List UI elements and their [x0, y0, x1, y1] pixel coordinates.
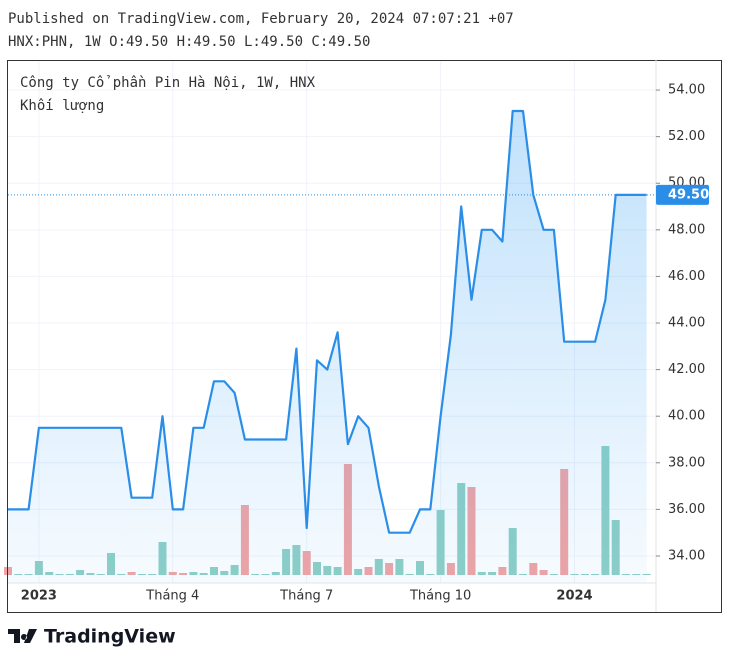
legend-volume: Khối lượng [20, 98, 104, 114]
y-tick-label: 40.00 [668, 409, 705, 424]
ohlc-text: HNX:PHN, 1W O:49.50 H:49.50 L:49.50 C:49… [8, 34, 370, 50]
y-tick-label: 44.00 [668, 316, 705, 331]
y-tick-label: 36.00 [668, 502, 705, 517]
logo-icon [8, 629, 37, 643]
chart-frame [7, 60, 722, 613]
x-tick-label: Tháng 7 [279, 589, 333, 604]
last-price-box [656, 184, 709, 205]
y-tick-label: 46.00 [668, 269, 705, 284]
y-tick-label: 54.00 [668, 83, 705, 98]
x-tick-label: 2024 [556, 589, 592, 604]
y-tick-label: 48.00 [668, 222, 705, 237]
y-tick-label: 42.00 [668, 362, 705, 377]
price-line [8, 109, 647, 534]
x-tick-label: Tháng 4 [145, 589, 199, 604]
y-tick-label: 52.00 [668, 129, 705, 144]
logo-text: TradingView [44, 626, 176, 648]
legend-title: Công ty Cổ phần Pin Hà Nội, 1W, HNX [20, 75, 316, 91]
x-tick-label: 2023 [21, 589, 57, 604]
plot-area [4, 60, 656, 583]
last-price-label: 49.50 [668, 187, 709, 202]
logo: TradingView [8, 626, 176, 648]
x-tick-label: Tháng 10 [409, 589, 471, 604]
area [8, 111, 647, 583]
y-tick-label: 38.00 [668, 455, 705, 470]
published-text: Published on TradingView.com, February 2… [8, 11, 514, 27]
y-tick-label: 34.00 [668, 548, 705, 563]
